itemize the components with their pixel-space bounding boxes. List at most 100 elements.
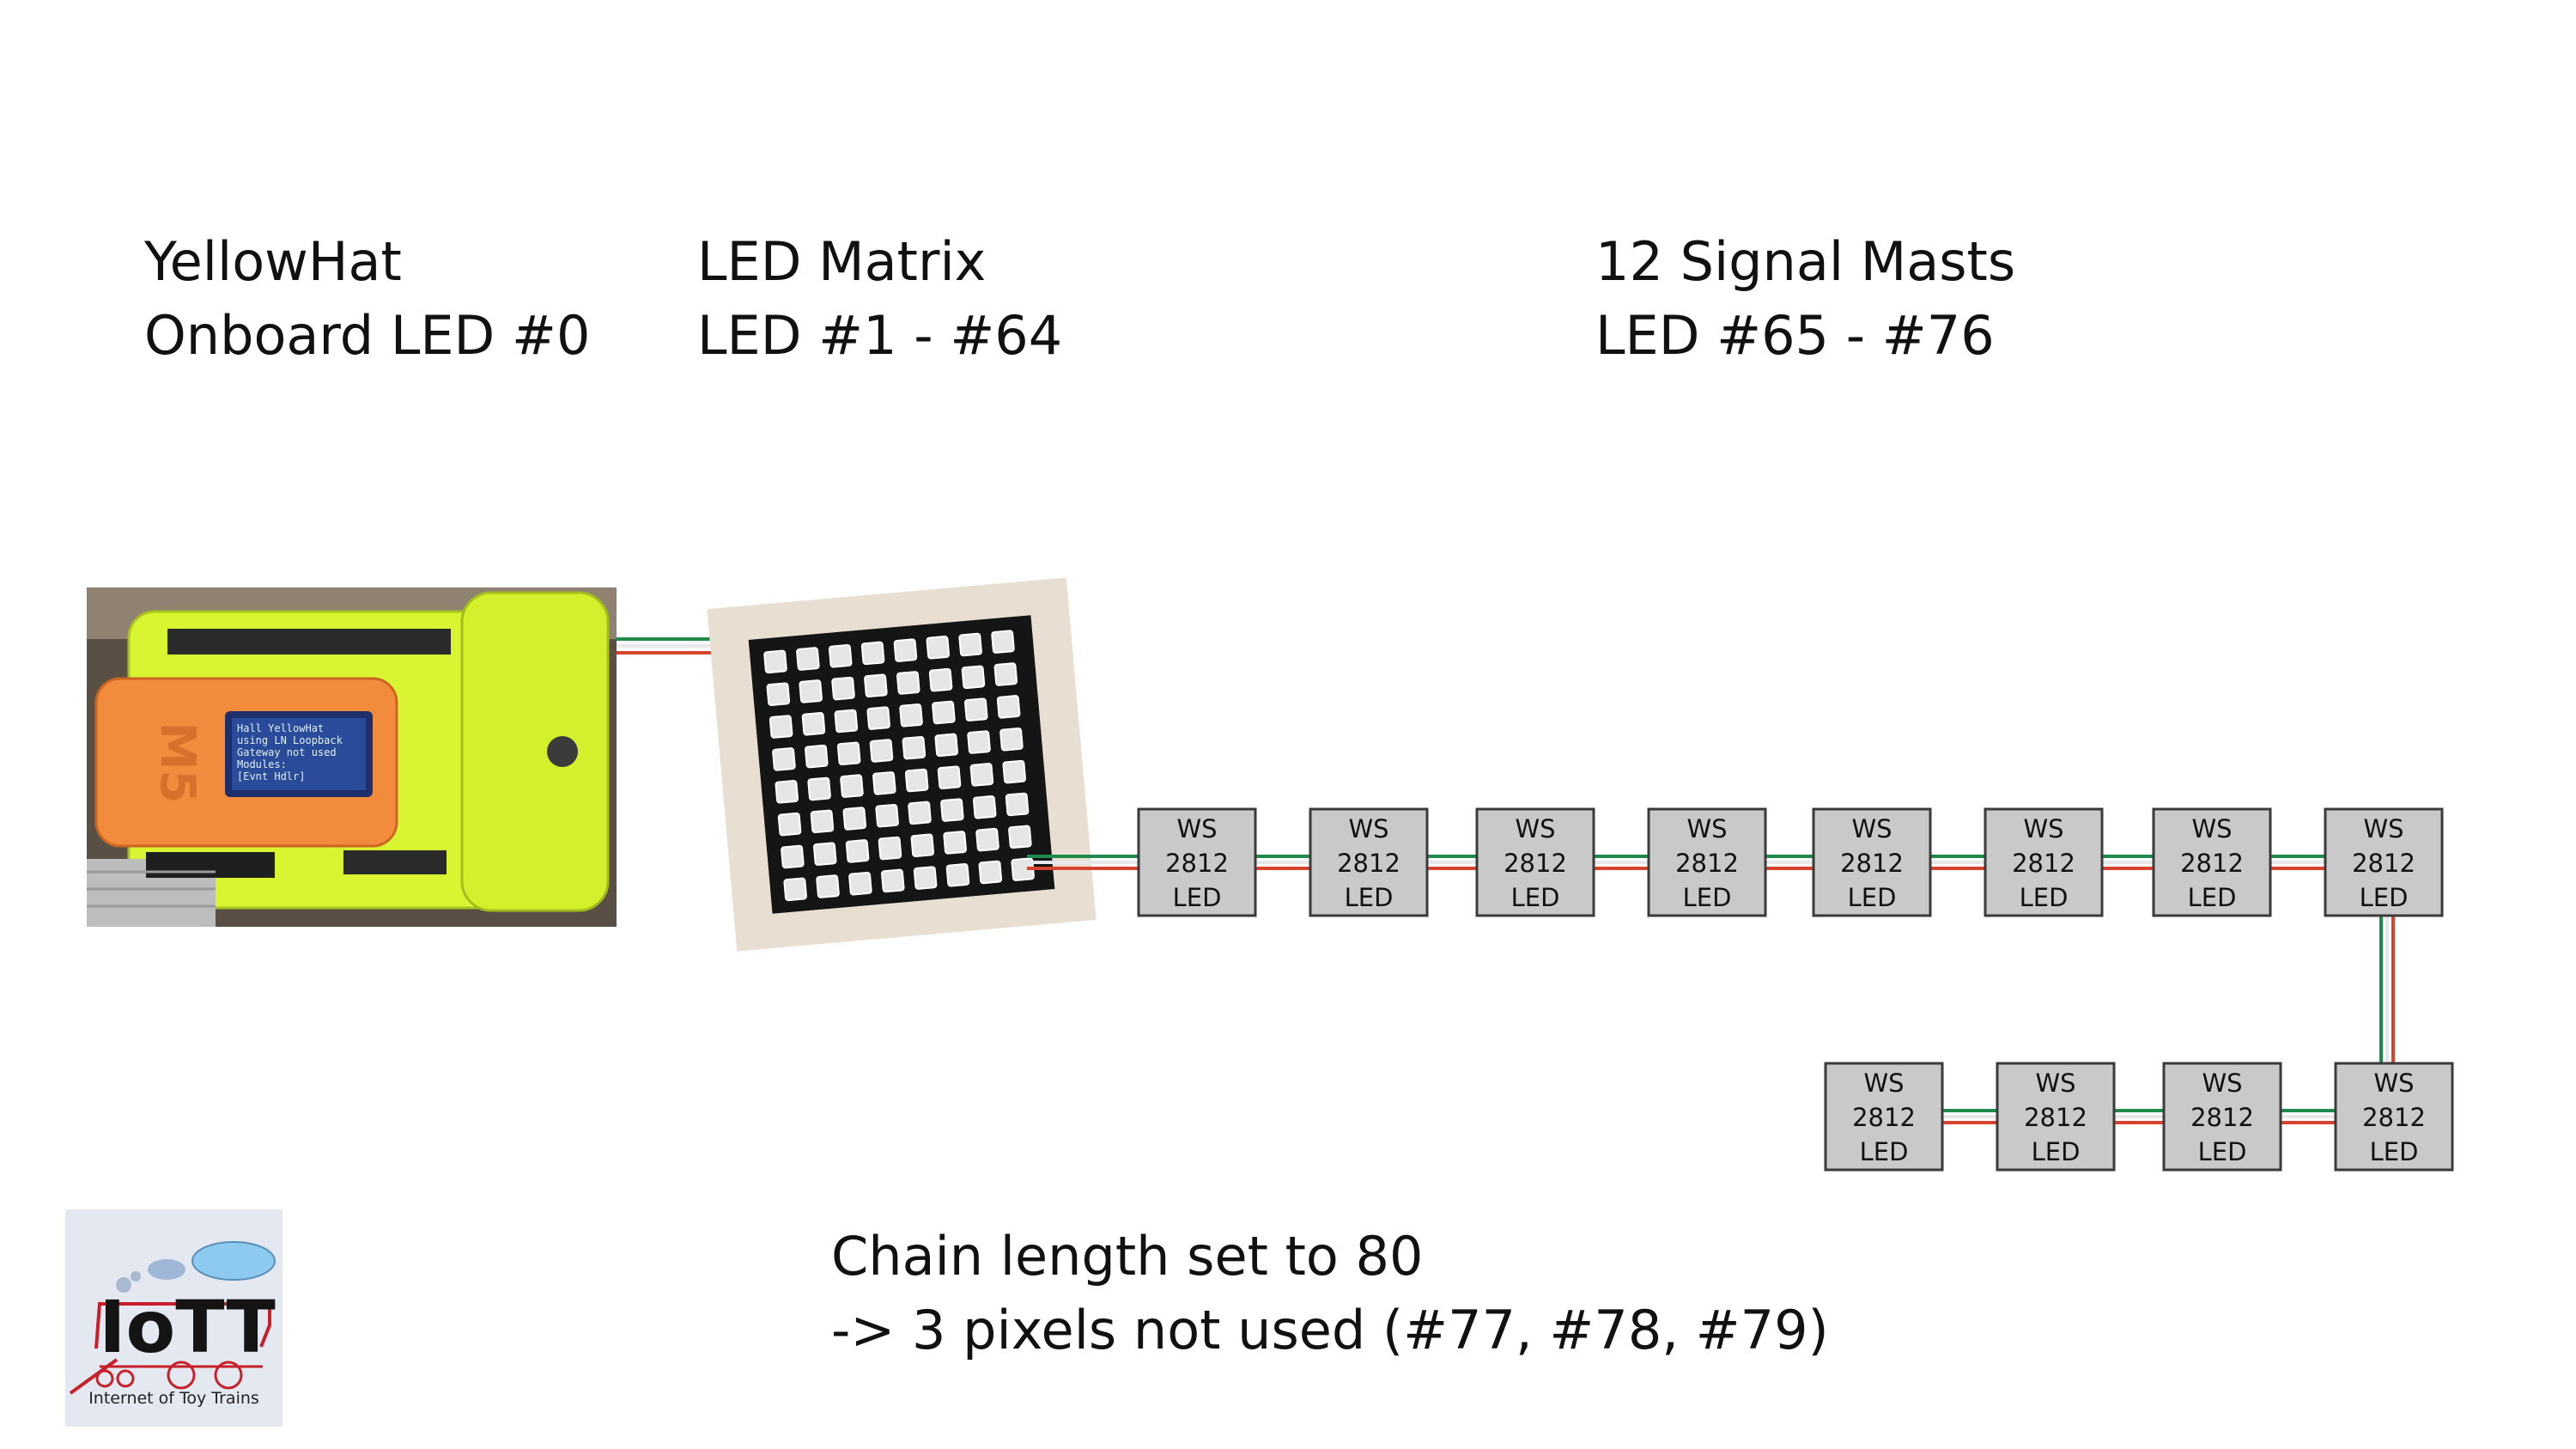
led-module-label: LED — [2032, 1137, 2081, 1166]
matrix-led — [848, 871, 872, 896]
matrix-led — [945, 863, 970, 887]
masts-subtitle: LED #65 - #76 — [1595, 304, 1995, 367]
led-module-label: LED — [2360, 883, 2409, 912]
ws2812-led-module: WS 2812 LED — [1309, 807, 1429, 917]
matrix-led — [763, 649, 787, 674]
matrix-led — [881, 868, 905, 893]
matrix-led — [772, 747, 796, 771]
matrix-led — [993, 662, 1018, 686]
led-module-box — [1996, 1062, 2116, 1172]
ribbon-cable — [87, 852, 275, 927]
led-module-label: 2812 — [1852, 1103, 1916, 1132]
matrix-led — [828, 643, 853, 668]
led-module-label: WS — [1851, 814, 1892, 843]
matrix-led — [812, 842, 837, 866]
yellowhat-label: YellowHat Onboard LED #0 — [144, 225, 590, 373]
matrix-led — [991, 630, 1015, 654]
matrix-led — [775, 780, 799, 804]
matrix-subtitle: LED #1 - #64 — [697, 304, 1063, 367]
led-module-label: WS — [2373, 1068, 2414, 1098]
led-module-box — [1984, 807, 2104, 917]
screen-line-5: [Evnt Hdlr] — [237, 770, 305, 782]
matrix-led — [975, 827, 999, 852]
matrix-led — [934, 733, 958, 758]
matrix-led — [1008, 825, 1032, 849]
iott-caption: Internet of Toy Trains — [88, 1389, 259, 1408]
matrix-led — [896, 671, 920, 695]
matrix-led — [834, 709, 859, 734]
led-chain-wires — [1027, 855, 2395, 1124]
matrix-led — [783, 877, 807, 902]
led-module-label: 2812 — [1337, 849, 1400, 878]
led-module-box — [1812, 807, 1932, 917]
led-module-label: LED — [1173, 883, 1222, 912]
matrix-title: LED Matrix — [697, 230, 987, 293]
matrix-led — [910, 833, 935, 857]
matrix-led — [937, 765, 962, 789]
ws2812-led-module: WS 2812 LED — [1647, 807, 1767, 917]
yellowhat-device: M5 Hall YellowHat using LN Loopback Gate… — [87, 588, 617, 927]
led-module-box — [1647, 807, 1767, 917]
led-module-label: 2812 — [2190, 1103, 2254, 1132]
matrix-led — [893, 638, 918, 662]
screen-line-1: Hall YellowHat — [237, 722, 324, 734]
matrix-led — [913, 866, 938, 890]
matrix-led — [845, 839, 870, 863]
matrix-led — [805, 744, 829, 769]
led-module-label: LED — [1511, 883, 1560, 912]
iott-wordmark: IoTT — [99, 1285, 276, 1369]
matrix-led — [869, 739, 894, 763]
chain-note: Chain length set to 80 -> 3 pixels not u… — [831, 1220, 1829, 1367]
matrix-led — [943, 831, 967, 855]
matrix-led — [840, 774, 864, 798]
matrix-led — [831, 676, 855, 701]
matrix-led — [842, 807, 867, 831]
matrix-led — [967, 730, 991, 754]
matrix-led — [932, 700, 956, 725]
matrix-led — [866, 706, 890, 730]
ws2812-led-module: WS 2812 LED — [2324, 807, 2444, 917]
matrix-led — [864, 673, 888, 698]
matrix-led — [958, 632, 982, 657]
matrix-led — [799, 679, 823, 703]
matrix-led — [875, 803, 899, 828]
matrix-label: LED Matrix LED #1 - #64 — [697, 225, 1062, 373]
led-module-label: WS — [1863, 1068, 1904, 1098]
led-module-box — [1824, 1062, 1944, 1172]
ws2812-led-module: WS 2812 LED — [2334, 1062, 2454, 1172]
matrix-led — [996, 695, 1021, 719]
ws2812-led-module: WS 2812 LED — [1996, 1062, 2116, 1172]
led-module-label: 2812 — [1504, 849, 1567, 878]
led-module-label: 2812 — [1165, 849, 1229, 878]
led-module-box — [2162, 1062, 2282, 1172]
matrix-led — [878, 836, 902, 861]
matrix-led — [777, 812, 802, 837]
led-module-label: WS — [2035, 1068, 2075, 1098]
signal-mast-leds: WS 2812 LED WS 2812 LED WS 2812 LED WS 2812 LED WS 28… — [1137, 807, 2454, 1172]
matrix-led — [908, 801, 932, 825]
led-module-label: WS — [1515, 814, 1555, 843]
m5-brand-mark: M5 — [149, 722, 205, 804]
matrix-led — [899, 703, 923, 728]
led-module-box — [2324, 807, 2444, 917]
matrix-led — [999, 727, 1024, 752]
led-module-label: WS — [1686, 814, 1727, 843]
ws2812-led-module: WS 2812 LED — [1475, 807, 1595, 917]
led-module-label: WS — [2202, 1068, 2242, 1098]
matrix-led — [964, 697, 988, 721]
led-module-label: LED — [1345, 883, 1394, 912]
led-module-label: LED — [1683, 883, 1732, 912]
ws2812-led-module: WS 2812 LED — [2152, 807, 2272, 917]
yellowhat-title: YellowHat — [144, 230, 402, 293]
chain-length-text: Chain length set to 80 — [831, 1225, 1424, 1288]
ws2812-led-module: WS 2812 LED — [1812, 807, 1932, 917]
led-module-label: 2812 — [2012, 849, 2075, 878]
ws2812-led-module: WS 2812 LED — [2162, 1062, 2282, 1172]
led-module-box — [2152, 807, 2272, 917]
masts-label: 12 Signal Masts LED #65 - #76 — [1595, 225, 2015, 373]
ws2812-led-module: WS 2812 LED — [1824, 1062, 1944, 1172]
led-module-label: LED — [2188, 883, 2237, 912]
matrix-led — [961, 665, 986, 690]
yellowhat-subtitle: Onboard LED #0 — [144, 304, 591, 367]
led-module-label: 2812 — [1675, 849, 1739, 878]
